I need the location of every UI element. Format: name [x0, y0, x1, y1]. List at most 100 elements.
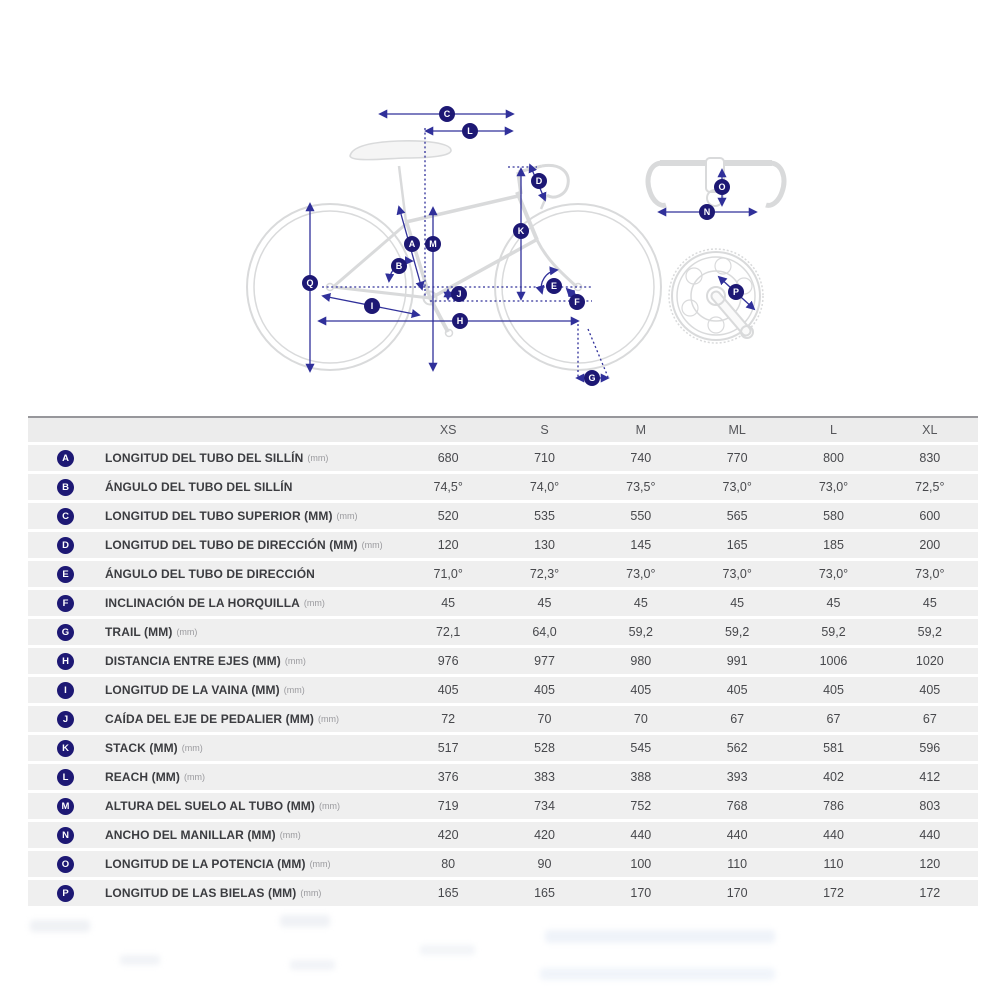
cell-value: 73,0°: [722, 480, 752, 494]
cell-value: 72,5°: [915, 480, 945, 494]
table-row: I LONGITUD DE LA VAINA (MM) (mm) 405 405…: [28, 677, 978, 703]
cell-value: 550: [630, 509, 652, 523]
cell-value: 73,0°: [915, 567, 945, 581]
cell-value: 440: [630, 828, 652, 842]
cell-value: 440: [919, 828, 941, 842]
cell-value: 752: [630, 799, 652, 813]
cell-value: 172: [823, 886, 844, 900]
artifact-smudge: [30, 920, 90, 932]
cell-value: 72,1: [435, 625, 461, 639]
column-header-xs: XS: [439, 423, 457, 437]
row-unit: (mm): [307, 453, 329, 463]
svg-text:K: K: [518, 226, 525, 236]
cell-value: 59,2: [821, 625, 846, 639]
marker-j: J: [451, 286, 467, 302]
marker-p: P: [728, 284, 744, 300]
cell-value: 165: [726, 538, 748, 552]
cell-value: 59,2: [724, 625, 750, 639]
cell-value: 786: [823, 799, 844, 813]
marker-o: O: [714, 179, 730, 195]
row-label-cell: I LONGITUD DE LA VAINA (MM) (mm): [28, 681, 400, 699]
table-row: H DISTANCIA ENTRE EJES (MM) (mm) 976 977…: [28, 648, 978, 674]
row-label-cell: B ÁNGULO DEL TUBO DEL SILLÍN: [28, 478, 400, 496]
table-row: L REACH (MM) (mm) 376 383 388 393 402 41…: [28, 764, 978, 790]
row-letter-badge: I: [57, 681, 74, 699]
cell-value: 165: [437, 886, 459, 900]
row-unit: (mm): [361, 540, 383, 550]
cell-value: 768: [726, 799, 748, 813]
row-letter-badge: B: [57, 478, 74, 496]
row-label: ANCHO DEL MANILLAR (MM): [105, 828, 276, 842]
row-label-cell: P LONGITUD DE LAS BIELAS (MM) (mm): [28, 884, 400, 902]
cell-value: 72: [441, 712, 456, 726]
marker-q: Q: [302, 275, 318, 291]
table-row: J CAÍDA DEL EJE DE PEDALIER (MM) (mm) 72…: [28, 706, 978, 732]
table-row: M ALTURA DEL SUELO AL TUBO (MM) (mm) 719…: [28, 793, 978, 819]
row-label-cell: H DISTANCIA ENTRE EJES (MM) (mm): [28, 652, 400, 670]
cell-value: 45: [922, 596, 937, 610]
svg-text:I: I: [371, 301, 374, 311]
cell-value: 545: [630, 741, 652, 755]
cell-value: 596: [919, 741, 941, 755]
marker-d: D: [531, 173, 547, 189]
cell-value: 73,0°: [818, 480, 849, 494]
svg-text:G: G: [588, 373, 595, 383]
cell-value: 581: [823, 741, 844, 755]
cell-value: 977: [534, 654, 555, 668]
table-row: G TRAIL (MM) (mm) 72,1 64,0 59,2 59,2 59…: [28, 619, 978, 645]
marker-l: L: [462, 123, 478, 139]
svg-text:J: J: [456, 289, 461, 299]
row-label-cell: M ALTURA DEL SUELO AL TUBO (MM) (mm): [28, 797, 400, 815]
row-label: ÁNGULO DEL TUBO DEL SILLÍN: [105, 480, 293, 494]
cell-value: 405: [437, 683, 459, 697]
row-label-cell: L REACH (MM) (mm): [28, 768, 400, 786]
row-label-cell: G TRAIL (MM) (mm): [28, 623, 400, 641]
artifact-smudge: [120, 955, 160, 965]
row-label: ALTURA DEL SUELO AL TUBO (MM): [105, 799, 315, 813]
cell-value: 67: [922, 712, 937, 726]
row-letter-badge: D: [57, 536, 74, 554]
cell-value: 388: [630, 770, 652, 784]
row-label-cell: J CAÍDA DEL EJE DE PEDALIER (MM) (mm): [28, 710, 400, 728]
cell-value: 535: [534, 509, 555, 523]
artifact-smudge: [545, 930, 775, 943]
svg-text:E: E: [551, 281, 557, 291]
cell-value: 73,0°: [626, 567, 656, 581]
cell-value: 991: [726, 654, 748, 668]
row-label: STACK (MM): [105, 741, 178, 755]
cell-value: 580: [823, 509, 844, 523]
row-unit: (mm): [283, 685, 305, 695]
row-letter-badge: N: [57, 826, 74, 844]
table-row: B ÁNGULO DEL TUBO DEL SILLÍN 74,5° 74,0°…: [28, 474, 978, 500]
table-row: A LONGITUD DEL TUBO DEL SILLÍN (mm) 680 …: [28, 445, 978, 471]
row-label-cell: D LONGITUD DEL TUBO DE DIRECCIÓN (MM) (m…: [28, 536, 400, 554]
cell-value: 45: [633, 596, 648, 610]
cell-value: 393: [726, 770, 748, 784]
cell-value: 59,2: [628, 625, 653, 639]
row-unit: (mm): [300, 888, 322, 898]
row-unit: (mm): [176, 627, 198, 637]
row-label: LONGITUD DE LA POTENCIA (MM): [105, 857, 306, 871]
cell-value: 405: [630, 683, 652, 697]
cell-value: 80: [441, 857, 456, 871]
row-unit: (mm): [184, 772, 205, 782]
row-label: LONGITUD DEL TUBO DE DIRECCIÓN (MM): [105, 538, 358, 552]
marker-c: C: [439, 106, 455, 122]
marker-f: F: [569, 294, 585, 310]
marker-b: B: [391, 258, 407, 274]
cell-value: 59,2: [917, 625, 942, 639]
marker-a: A: [404, 236, 420, 252]
svg-text:O: O: [718, 182, 725, 192]
cell-value: 803: [919, 799, 941, 813]
table-row: K STACK (MM) (mm) 517 528 545 562 581 59…: [28, 735, 978, 761]
cell-value: 165: [534, 886, 555, 900]
row-letter-badge: L: [57, 768, 74, 786]
table-row: C LONGITUD DEL TUBO SUPERIOR (MM) (mm) 5…: [28, 503, 978, 529]
cell-value: 70: [537, 712, 552, 726]
cell-value: 120: [919, 857, 941, 871]
table-row: N ANCHO DEL MANILLAR (MM) (mm) 420 420 4…: [28, 822, 978, 848]
cell-value: 64,0: [532, 625, 557, 639]
cell-value: 73,5°: [626, 480, 656, 494]
artifact-smudge: [290, 960, 335, 970]
cell-value: 74,0°: [529, 480, 560, 494]
